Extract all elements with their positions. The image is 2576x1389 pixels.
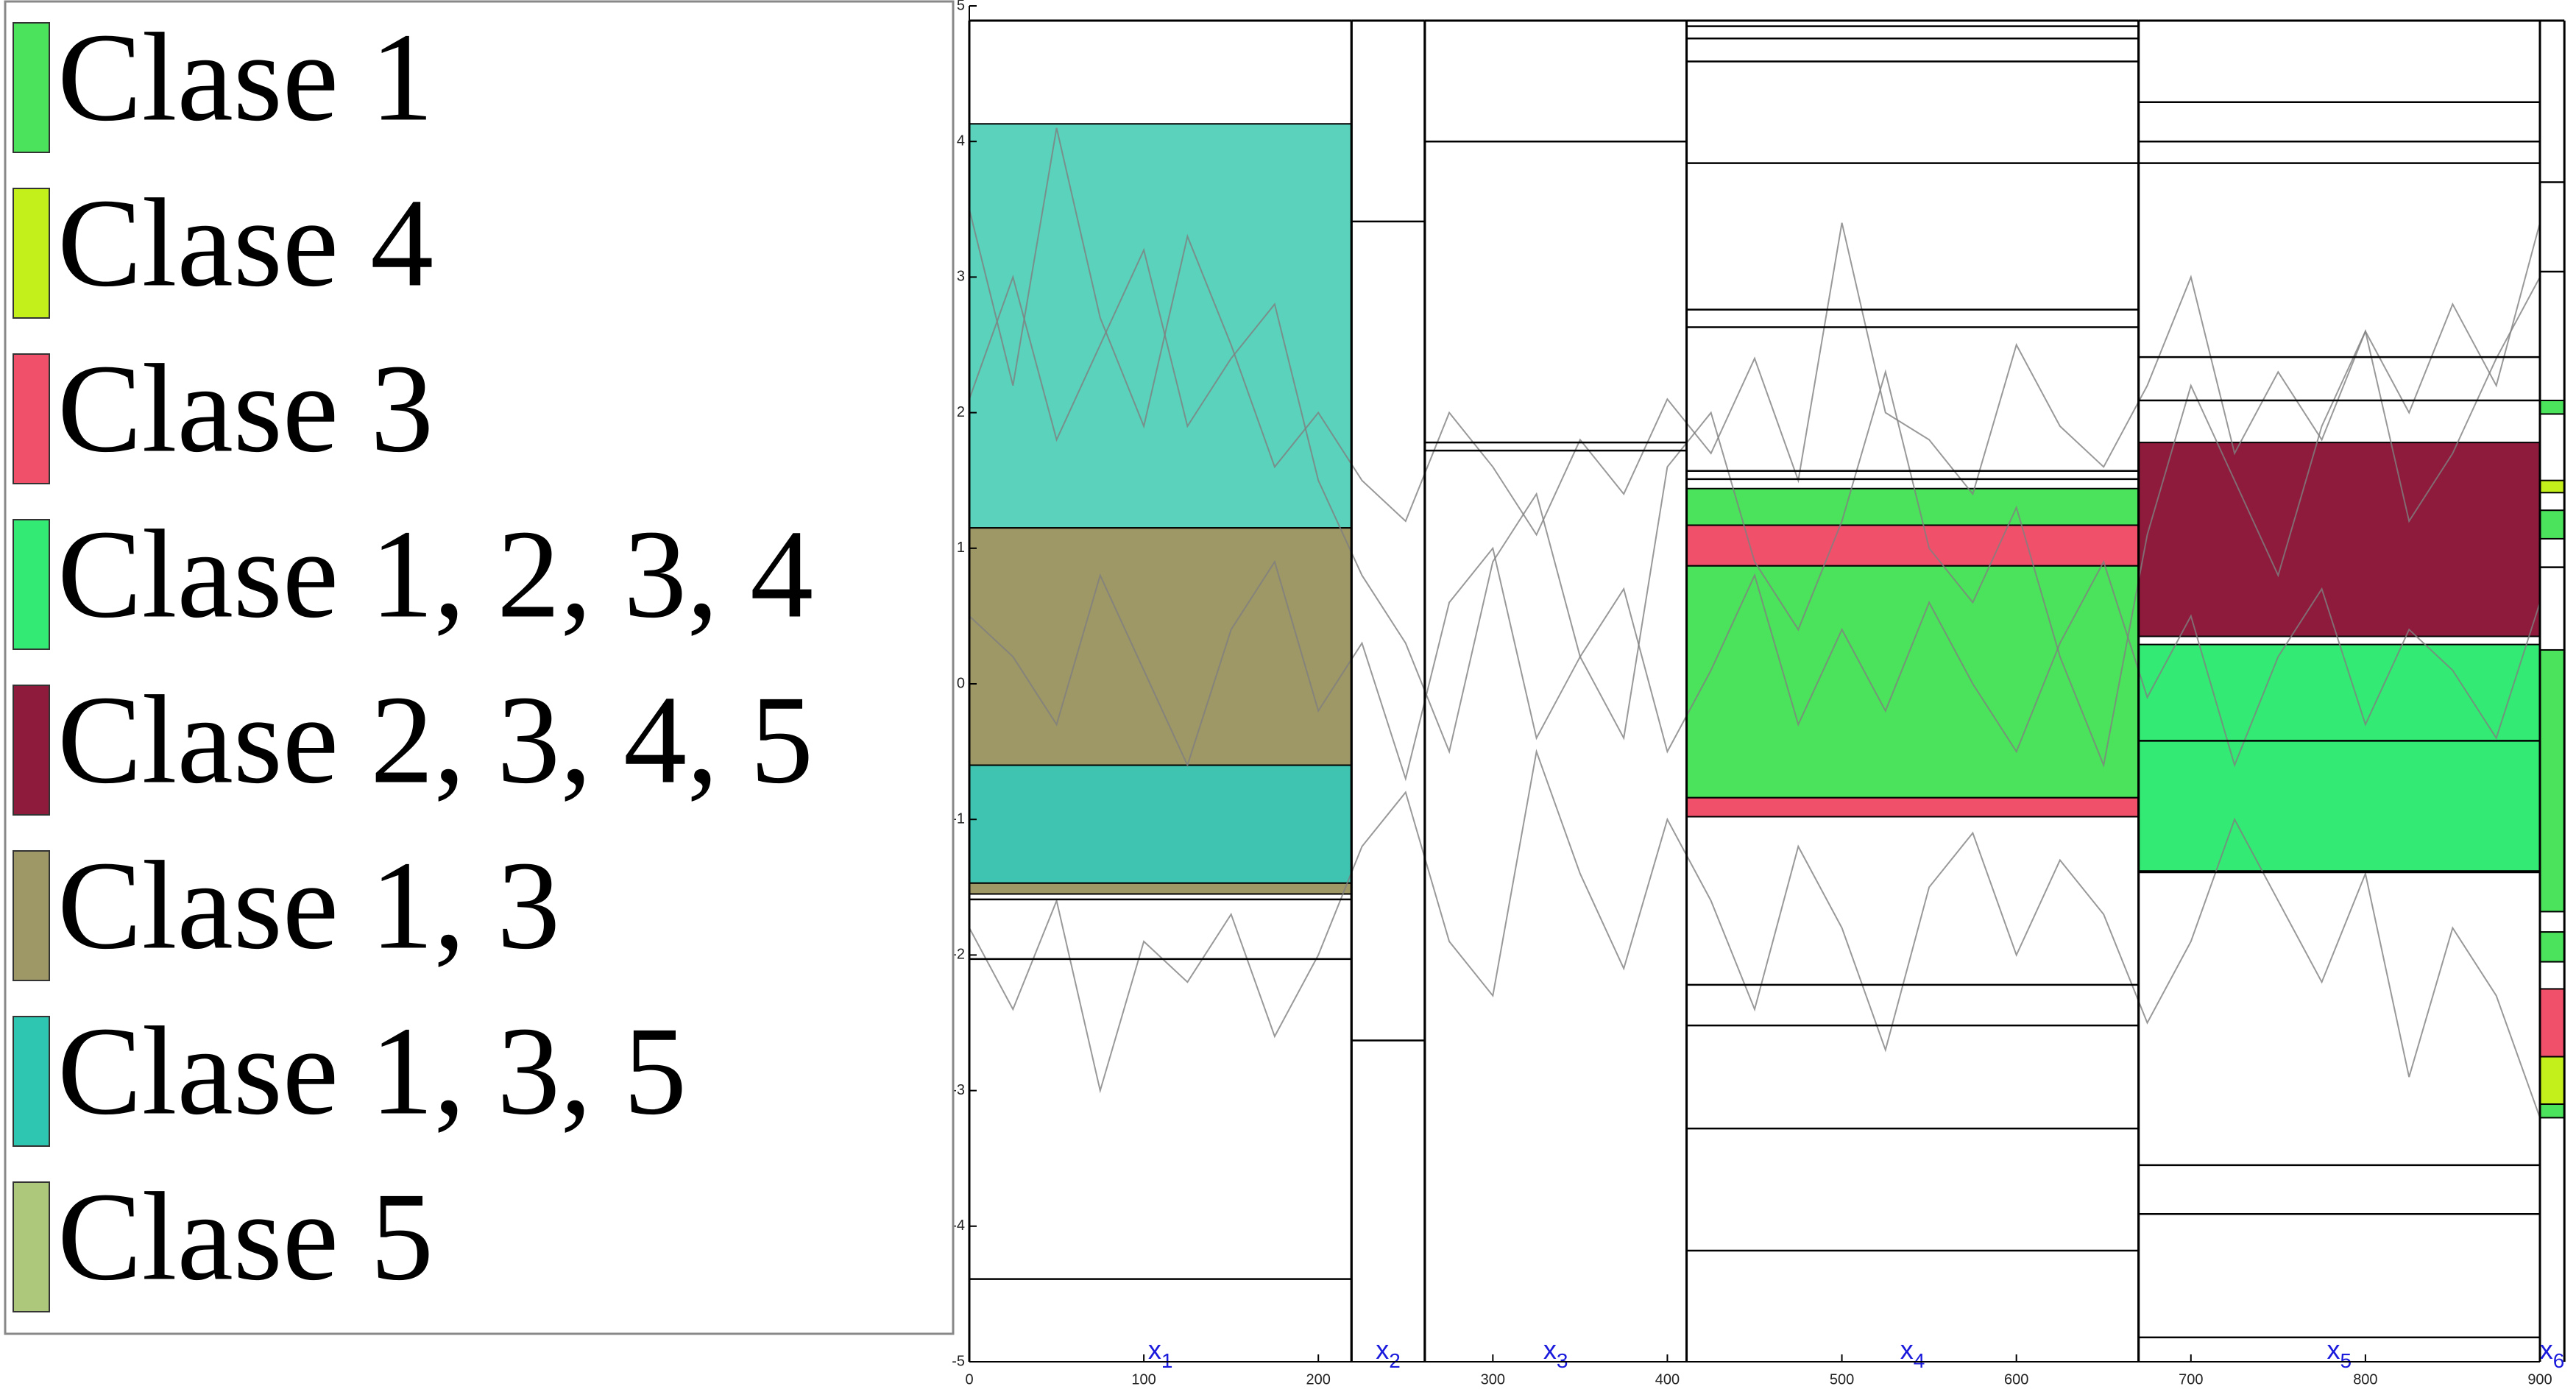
y-tick-label: 0 <box>957 675 965 691</box>
legend-swatch <box>13 519 50 650</box>
series-line <box>969 749 2541 1118</box>
x-tick-label: 900 <box>2527 1371 2552 1388</box>
x-tick-label: 0 <box>965 1371 973 1388</box>
class-box <box>1685 487 2140 526</box>
variable-label: x1 <box>1148 1335 1173 1372</box>
x-tick-label: 300 <box>1481 1371 1505 1388</box>
variable-sub: 1 <box>1161 1349 1173 1372</box>
y-tick-label: -5 <box>952 1353 965 1369</box>
variable-base: x <box>2327 1335 2340 1365</box>
legend-label: Clase 1 <box>57 7 434 147</box>
class-box <box>2539 1056 2566 1106</box>
y-tick-label: 5 <box>957 0 965 13</box>
y-tick-label: -1 <box>952 810 965 827</box>
y-tick-label: -4 <box>952 1217 965 1234</box>
legend-label: Clase 1, 3 <box>57 835 560 975</box>
legend-swatch <box>13 353 50 484</box>
legend-swatch <box>13 685 50 816</box>
x-tick-label: 600 <box>2004 1371 2028 1388</box>
legend-label: Clase 1, 2, 3, 4 <box>57 504 813 644</box>
class-box <box>1685 796 2140 818</box>
y-tick-label: -3 <box>952 1082 965 1098</box>
y-tick-label: 3 <box>957 269 965 285</box>
legend-label: Clase 2, 3, 4, 5 <box>57 670 813 810</box>
variable-base: x <box>1900 1335 1914 1365</box>
legend-label: Clase 4 <box>57 173 434 313</box>
variable-sub: 3 <box>1557 1349 1568 1372</box>
legend-swatch <box>13 22 50 153</box>
class-box <box>2137 442 2541 637</box>
class-box <box>2539 931 2566 963</box>
class-box <box>969 882 1353 895</box>
class-box <box>1685 524 2140 567</box>
x-tick-label: 200 <box>1306 1371 1331 1388</box>
class-box <box>2539 648 2566 913</box>
legend-box <box>4 0 955 1335</box>
variable-base: x <box>1376 1335 1389 1365</box>
class-box <box>2539 509 2566 540</box>
y-tick-label: -2 <box>952 947 965 963</box>
class-box <box>2539 479 2566 494</box>
class-box <box>2539 988 2566 1058</box>
variable-base: x <box>1543 1335 1557 1365</box>
class-box <box>2539 400 2566 415</box>
x-tick-label: 800 <box>2353 1371 2377 1388</box>
variable-base: x <box>1148 1335 1161 1365</box>
legend-swatch <box>13 850 50 981</box>
class-box <box>2539 1103 2566 1119</box>
legend-label: Clase 1, 3, 5 <box>57 1001 687 1141</box>
y-tick-label: 4 <box>957 132 965 149</box>
legend: Clase 1 Clase 4 Clase 3 Clase 1, 2, 3, 4 Cla… <box>13 7 813 1312</box>
variable-label: x5 <box>2327 1335 2352 1372</box>
x-tick-label: 700 <box>2179 1371 2203 1388</box>
legend-swatch <box>13 188 50 319</box>
series-line <box>969 247 2541 768</box>
variable-label: x4 <box>1900 1335 1925 1372</box>
variable-sub: 6 <box>2553 1349 2565 1372</box>
variable-base: x <box>2540 1335 2553 1365</box>
variable-sub: 5 <box>2340 1349 2352 1372</box>
y-tick-label: 2 <box>957 404 965 420</box>
legend-swatch <box>13 1181 50 1312</box>
variable-label: x6 <box>2540 1335 2565 1372</box>
x-tick-label: 400 <box>1655 1371 1680 1388</box>
legend-swatch <box>13 1016 50 1147</box>
variable-sub: 2 <box>1389 1349 1401 1372</box>
variable-label: x3 <box>1543 1335 1568 1372</box>
class-box <box>969 764 1353 884</box>
legend-label: Clase 5 <box>57 1167 434 1307</box>
legend-label: Clase 3 <box>57 339 434 478</box>
y-tick-label: 1 <box>957 540 965 556</box>
variable-sub: 4 <box>1914 1349 1925 1372</box>
variable-label: x2 <box>1376 1335 1401 1372</box>
class-box <box>969 527 1353 766</box>
class-box <box>2137 643 2541 872</box>
x-tick-label: 500 <box>1830 1371 1854 1388</box>
series-line <box>969 127 2541 537</box>
class-box <box>1685 565 2140 799</box>
x-tick-label: 100 <box>1131 1371 1156 1388</box>
class-box <box>969 123 1353 529</box>
series-line <box>969 546 2541 782</box>
